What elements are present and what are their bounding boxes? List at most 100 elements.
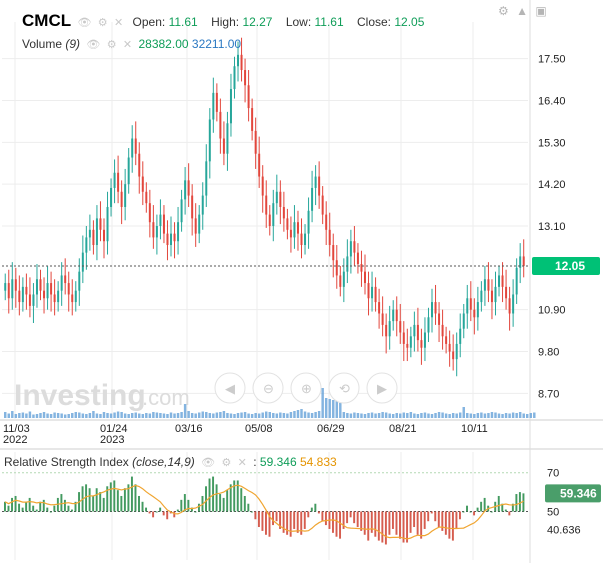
rsi-bar [159,507,162,512]
volume-bar [314,412,317,418]
rsi-bar [409,511,412,533]
candle-body [473,309,476,318]
maximize-icon[interactable]: ▣ [535,4,547,18]
volume-bar [113,412,116,418]
rsi-bar [296,511,299,533]
x-tick-label: 03/16 [175,423,203,435]
candle-body [88,229,91,238]
candle-body [494,286,497,303]
volume-bar [42,412,46,418]
candle-body [385,324,388,337]
volume-bar [300,409,303,418]
rsi-bar [522,493,525,512]
volume-bar [413,413,416,418]
eye-icon[interactable]: 👁 [201,457,216,469]
close-icon[interactable]: ✕ [237,457,247,469]
volume-bar [384,412,388,418]
rsi-bar [226,490,229,512]
nav-controls[interactable]: ◀ ⊖ ⊕ ⟲ ▶ [214,372,398,404]
candle-body [469,298,472,310]
up-arrow-icon[interactable]: ▲ [516,4,528,18]
x-tick-label: 05/08 [245,423,273,435]
volume-bar [293,411,296,418]
candle-body [152,222,155,238]
rsi-bar [469,511,472,513]
close-icon[interactable]: ✕ [122,39,133,51]
volume-bar [63,414,67,418]
volume-bar [367,413,370,418]
rsi-bar [219,494,222,512]
volume-bar [148,413,152,418]
rsi-bar [173,511,176,518]
rsi-bar [275,511,278,522]
volume-bar [458,412,462,418]
candle-body [268,214,271,226]
candle-body [21,286,24,303]
candle-body [177,222,180,242]
close-icon[interactable]: ✕ [113,17,124,29]
toolbar: ⚙ ▲ ▣ [494,4,547,18]
volume-bar [81,413,85,418]
candle-body [208,119,211,162]
rsi-bar [363,511,366,535]
rsi-bar [243,495,246,512]
gear-icon[interactable]: ⚙ [106,39,117,51]
candle-body [251,108,254,131]
candle-body [198,214,201,234]
gear-icon[interactable]: ⚙ [97,17,108,29]
settings-icon[interactable]: ⚙ [498,4,509,18]
volume-bar [219,412,222,418]
volume-bar [307,412,310,418]
rsi-bar [282,511,285,533]
rsi-bar [113,480,116,512]
volume-bar [324,398,328,418]
gear-icon[interactable]: ⚙ [221,457,232,469]
rsi-bar [511,503,514,512]
volume-bar [187,411,190,418]
candle-body [282,206,285,219]
volume-bar [455,413,458,418]
nav-button [252,372,284,404]
volume-bar [60,413,63,418]
y-tick-label: 15.30 [538,137,566,149]
volume-bar [250,414,254,418]
rsi-bar [95,488,98,512]
candle-body [67,283,70,295]
candle-body [498,275,501,287]
x-tick-label: 10/11 [461,423,488,435]
volume-bar [127,414,130,418]
low-value: 11.61 [314,15,344,29]
volume-bar [526,414,529,418]
volume-bar [328,399,331,418]
rsi-ma-line [4,484,524,540]
candle-body [127,157,130,185]
eye-icon[interactable]: 👁 [77,17,92,29]
volume-bar [176,413,180,418]
volume-bar [14,414,18,418]
rsi-bar [402,511,405,543]
rsi-bar [116,490,119,512]
high-value: 12.27 [242,15,273,29]
candle-body [452,351,455,360]
volume-bar [201,411,204,418]
rsi-bar [430,511,433,514]
candle-body [409,336,412,348]
rsi-bar [508,511,511,516]
candle-body [11,279,14,299]
nav-glyph: ▶ [377,381,387,396]
candle-body [187,180,190,196]
volume-bar [155,412,159,418]
rsi-bar [335,511,338,537]
candle-body [222,138,225,154]
volume-bar [109,413,113,418]
rsi-bar [145,507,148,512]
candle-body [480,290,483,303]
candle-body [57,290,60,303]
candle-body [74,290,77,303]
eye-icon[interactable]: 👁 [86,39,101,51]
rsi-bar [466,505,468,512]
rsi-bar [307,511,310,518]
candle-body [515,267,518,295]
symbol-title: CMCL [22,11,72,30]
